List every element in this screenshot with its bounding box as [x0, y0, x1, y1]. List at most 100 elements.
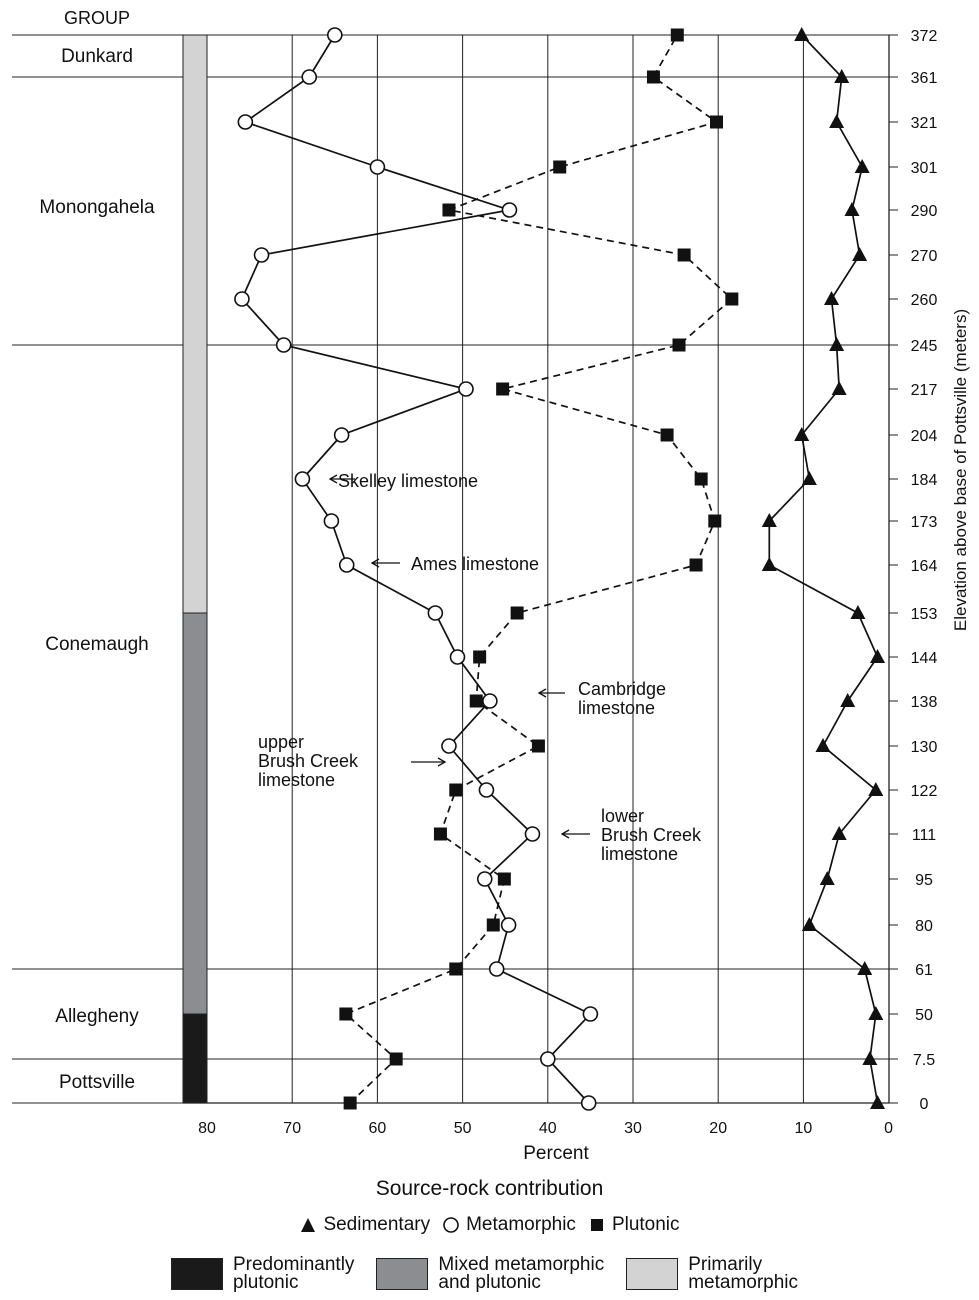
- data-point-metamorphic: [427, 605, 444, 621]
- y-tick-label: 80: [915, 918, 933, 935]
- data-point-plutonic: [677, 248, 691, 262]
- y-tick-label: 173: [911, 514, 938, 531]
- data-point-plutonic: [497, 872, 511, 886]
- annotations: Skelley limestone Ames limestone Cambridge…: [258, 471, 702, 864]
- x-tick-label: 60: [369, 1120, 387, 1137]
- annotation-arrowhead: [328, 474, 338, 484]
- swatch-plutonic: [170, 1258, 223, 1290]
- data-point-plutonic: [389, 1052, 403, 1066]
- data-point-sedimentary: [862, 1051, 878, 1065]
- data-point-sedimentary: [824, 291, 840, 305]
- data-point-plutonic: [694, 472, 708, 486]
- y-tick-label: 301: [911, 160, 938, 177]
- composition-bar-segment-metamorphic: [182, 34, 208, 614]
- group-label-conemaugh: Conemaugh: [45, 634, 149, 655]
- data-point-sedimentary: [840, 693, 856, 707]
- x-tick-label: 50: [454, 1120, 472, 1137]
- x-axis-label: Percent: [523, 1143, 589, 1164]
- data-point-metamorphic: [501, 202, 518, 218]
- annotation-label: Skelley limestone: [338, 471, 478, 491]
- data-point-metamorphic: [275, 337, 292, 353]
- annotation-arrowhead: [370, 558, 380, 568]
- x-tick-label: 0: [884, 1120, 893, 1137]
- data-point-plutonic: [433, 827, 447, 841]
- open-circle-icon: [443, 1217, 459, 1233]
- data-point-plutonic: [670, 28, 684, 42]
- data-point-plutonic: [449, 783, 463, 797]
- legend-fill-plutonic: Predominantly plutonic: [170, 1255, 364, 1292]
- x-tick-label: 80: [198, 1120, 216, 1137]
- data-point-sedimentary: [868, 782, 884, 796]
- data-point-plutonic: [469, 694, 483, 708]
- data-point-metamorphic: [482, 693, 498, 709]
- data-point-sedimentary: [794, 27, 810, 41]
- data-point-metamorphic: [441, 738, 457, 754]
- data-point-sedimentary: [829, 114, 845, 128]
- swatch-mixed: [376, 1258, 429, 1290]
- data-point-plutonic: [510, 606, 524, 620]
- data-point-sedimentary: [870, 649, 886, 663]
- series-line-sedimentary: [768, 34, 879, 1104]
- data-point-sedimentary: [801, 471, 817, 485]
- y-tick-label: 130: [911, 739, 938, 756]
- data-point-plutonic: [442, 203, 456, 217]
- filled-triangle-icon: [301, 1218, 316, 1232]
- vertical-gridlines: [206, 35, 804, 1103]
- y-tick-label: 7.5: [913, 1052, 935, 1069]
- data-point-sedimentary: [794, 427, 810, 441]
- data-point-plutonic: [708, 514, 722, 528]
- group-label-allegheny: Allegheny: [55, 1006, 139, 1027]
- y-tick-label: 111: [912, 827, 936, 844]
- y-tick-label: 164: [911, 558, 938, 575]
- group-label-monongahela: Monongahela: [39, 197, 155, 218]
- y-tick-label: 260: [911, 292, 938, 309]
- data-point-plutonic: [709, 115, 723, 129]
- annotation-label: Cambridge limestone: [578, 679, 666, 718]
- data-point-sedimentary: [761, 513, 777, 527]
- annotation-line: Brush Creek: [258, 751, 359, 771]
- y-tick-label: 270: [911, 248, 938, 265]
- data-point-plutonic: [343, 1096, 357, 1110]
- data-point-metamorphic: [326, 27, 343, 43]
- series-markers: [234, 27, 886, 1111]
- data-point-metamorphic: [234, 291, 250, 307]
- data-point-plutonic: [449, 962, 463, 976]
- annotation-line: Skelley limestone: [338, 471, 478, 491]
- group-label-pottsville: Pottsville: [59, 1072, 135, 1093]
- filled-square-icon: [590, 1219, 603, 1231]
- data-point-metamorphic: [253, 247, 270, 263]
- y-tick-label: 321: [911, 115, 938, 132]
- data-point-metamorphic: [500, 917, 517, 933]
- y-tick-label: 372: [911, 28, 938, 45]
- x-tick-label: 70: [283, 1120, 301, 1137]
- x-tick-label: 40: [539, 1120, 557, 1137]
- y-tick-label: 217: [911, 382, 938, 399]
- data-point-sedimentary: [831, 381, 847, 395]
- series-lines: [240, 34, 879, 1104]
- data-point-metamorphic: [488, 961, 505, 977]
- legend-fill-metamorphic: Primarily metamorphic: [626, 1255, 808, 1292]
- data-point-sedimentary: [850, 605, 866, 619]
- annotation-label: upper Brush Creek limestone: [258, 732, 359, 790]
- data-point-sedimentary: [801, 917, 817, 931]
- data-point-sedimentary: [844, 202, 860, 216]
- data-point-metamorphic: [294, 471, 311, 487]
- y-tick-label: 50: [915, 1007, 933, 1024]
- legend-fill-label: Mixed metamorphic and plutonic: [438, 1254, 605, 1293]
- series-legend: Sedimentary Metamorphic Plutonic: [0, 1214, 979, 1236]
- data-point-metamorphic: [524, 826, 541, 842]
- x-tick-label: 20: [709, 1120, 727, 1137]
- composition-bar: [182, 34, 208, 1104]
- data-point-metamorphic: [476, 871, 493, 887]
- y-tick-label: 290: [911, 203, 938, 220]
- composition-bar-segment-mixed: [182, 612, 208, 1015]
- data-point-metamorphic: [323, 513, 340, 529]
- y-tick-label: 138: [911, 694, 938, 711]
- swatch-metamorphic: [626, 1258, 679, 1290]
- y-tick-label: 144: [911, 650, 938, 667]
- group-header: GROUP: [64, 8, 130, 28]
- data-point-sedimentary: [831, 826, 847, 840]
- annotation-line: Ames limestone: [411, 554, 539, 574]
- data-point-sedimentary: [852, 247, 868, 261]
- annotation-line: upper: [258, 732, 304, 752]
